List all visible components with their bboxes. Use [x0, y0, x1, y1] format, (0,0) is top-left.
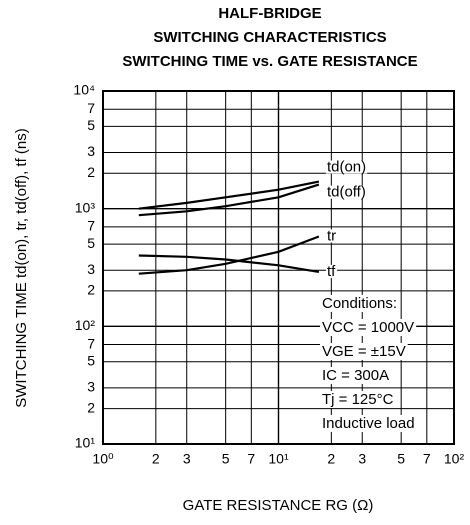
chart-title: SWITCHING TIME vs. GATE RESISTANCE [122, 53, 417, 70]
y-tick-label: 3 [87, 143, 95, 159]
x-tick-label: 2 [327, 451, 335, 467]
annotation: Conditions: [322, 295, 397, 312]
series-label: tr [327, 227, 336, 244]
x-tick-label: 10² [444, 451, 465, 467]
x-tick-label: 3 [183, 451, 191, 467]
series-label-bg [325, 264, 338, 278]
annotation-bg [320, 318, 417, 336]
annotation-bg [320, 294, 400, 312]
series-label-bg [325, 185, 367, 199]
x-tick-label: 3 [358, 451, 366, 467]
y-tick-label: 2 [87, 399, 95, 415]
y-tick-label: 7 [87, 335, 95, 351]
chart-title: HALF-BRIDGE [218, 5, 321, 22]
x-tick-label: 7 [423, 451, 431, 467]
y-tick-label: 3 [87, 379, 95, 395]
series-label: tf [327, 263, 336, 280]
y-axis-label: SWITCHING TIME td(on), tr, td(off), tf (… [13, 128, 30, 408]
x-tick-label: 10⁰ [92, 451, 114, 467]
series-label-bg [325, 229, 338, 243]
series-label-bg [325, 160, 368, 174]
y-tick-label: 10³ [75, 199, 96, 215]
y-tick-label: 10¹ [75, 435, 96, 451]
series-label: td(on) [327, 159, 366, 176]
series-line [138, 180, 320, 210]
y-tick-label: 10² [75, 317, 96, 333]
annotation: Tj = 125°C [322, 391, 394, 408]
series-line [138, 254, 320, 273]
annotation-bg [320, 414, 417, 432]
y-tick-label: 5 [87, 235, 95, 251]
series-label: td(off) [327, 184, 366, 201]
annotation-bg [320, 342, 408, 360]
y-tick-label: 10⁴ [73, 82, 95, 98]
annotation-bg [320, 366, 392, 384]
x-tick-label: 7 [247, 451, 255, 467]
y-tick-label: 5 [87, 352, 95, 368]
y-tick-label: 7 [87, 218, 95, 234]
plot-frame [102, 90, 455, 445]
x-tick-label: 10¹ [268, 451, 289, 467]
annotation: VGE = ±15V [322, 343, 406, 360]
y-tick-label: 2 [87, 164, 95, 180]
y-tick-label: 3 [87, 261, 95, 277]
series-line [138, 183, 320, 217]
annotation: Inductive load [322, 415, 415, 432]
y-tick-label: 2 [87, 282, 95, 298]
annotation-bg [320, 390, 396, 408]
annotation: VCC = 1000V [322, 319, 414, 336]
x-axis-label: GATE RESISTANCE RG (Ω) [183, 497, 374, 514]
x-tick-label: 5 [222, 451, 230, 467]
chart-title: SWITCHING CHARACTERISTICS [153, 29, 386, 46]
annotation: IC = 300A [322, 367, 389, 384]
y-tick-label: 7 [87, 100, 95, 116]
x-tick-label: 5 [397, 451, 405, 467]
x-tick-label: 2 [152, 451, 160, 467]
series-line [138, 235, 320, 275]
y-tick-label: 5 [87, 117, 95, 133]
